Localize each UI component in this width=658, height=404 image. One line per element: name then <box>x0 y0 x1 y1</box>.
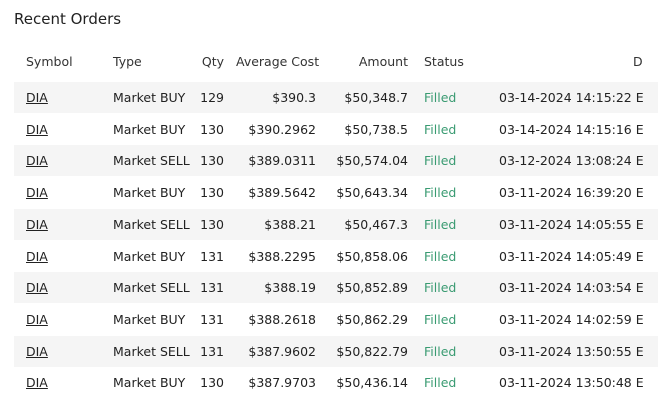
type-cell: Market SELL <box>113 153 190 169</box>
order-row: DIA Market BUY 130 $387.9703 $50,436.14 Fille… <box>14 367 658 398</box>
order-row: DIA Market SELL 130 $388.21 $50,467.3 Filled 0… <box>14 208 658 240</box>
average-cost-cell: $389.5642 <box>248 185 316 201</box>
panel-title: Recent Orders <box>14 10 122 28</box>
average-cost-cell: $390.3 <box>272 90 316 105</box>
symbol-link[interactable]: DIA <box>26 153 48 169</box>
average-cost-cell: $388.2295 <box>248 248 316 264</box>
symbol-link[interactable]: DIA <box>26 90 48 105</box>
date-cell: 03-14-2024 14:15:16 E <box>499 121 644 137</box>
average-cost-cell: $387.9602 <box>248 343 316 359</box>
symbol-link[interactable]: DIA <box>26 121 48 137</box>
column-header: Type <box>113 54 142 69</box>
amount-cell: $50,643.34 <box>336 185 408 201</box>
average-cost-cell: $390.2962 <box>248 121 316 137</box>
table-header: Symbol Type Qty Average Cost Amount Status D <box>14 46 658 77</box>
date-cell: 03-11-2024 14:05:55 E <box>499 216 644 232</box>
qty-cell: 130 <box>200 185 224 201</box>
status-cell: Filled <box>424 216 457 232</box>
average-cost-cell: $388.21 <box>264 216 316 232</box>
order-row: DIA Market BUY 130 $389.5642 $50,643.34 Fille… <box>14 177 658 208</box>
qty-cell: 131 <box>200 248 224 264</box>
amount-cell: $50,467.3 <box>344 216 408 232</box>
amount-cell: $50,852.89 <box>336 280 408 296</box>
order-row: DIA Market SELL 131 $388.19 $50,852.89 Filled… <box>14 272 658 304</box>
status-cell: Filled <box>424 121 457 137</box>
status-cell: Filled <box>424 375 457 391</box>
amount-cell: $50,858.06 <box>336 248 408 264</box>
column-header: Qty <box>201 54 224 69</box>
type-cell: Market SELL <box>113 343 190 359</box>
order-row: DIA Market BUY 129 $390.3 $50,348.7 Filled 03-… <box>14 82 658 113</box>
symbol-link[interactable]: DIA <box>26 280 48 296</box>
type-cell: Market BUY <box>113 248 186 264</box>
amount-cell: $50,822.79 <box>336 343 408 359</box>
amount-cell: $50,574.04 <box>336 153 408 169</box>
amount-cell: $50,738.5 <box>344 121 408 137</box>
status-cell: Filled <box>424 185 457 201</box>
average-cost-cell: $388.2618 <box>248 311 316 327</box>
amount-cell: $50,862.29 <box>336 311 408 327</box>
column-header: Average Cost <box>236 54 320 69</box>
symbol-link[interactable]: DIA <box>26 185 48 201</box>
status-cell: Filled <box>424 280 457 296</box>
date-cell: 03-11-2024 13:50:48 E <box>499 375 644 391</box>
date-cell: 03-11-2024 14:03:54 E <box>499 280 644 296</box>
symbol-link[interactable]: DIA <box>26 216 48 232</box>
qty-cell: 131 <box>200 343 224 359</box>
column-header: D <box>633 54 643 69</box>
order-row: DIA Market SELL 130 $389.0311 $50,574.04 Fill… <box>14 145 658 177</box>
type-cell: Market BUY <box>113 121 186 137</box>
average-cost-cell: $389.0311 <box>248 153 316 169</box>
type-cell: Market SELL <box>113 280 190 296</box>
amount-cell: $50,436.14 <box>336 375 408 391</box>
type-cell: Market BUY <box>113 375 186 391</box>
symbol-link[interactable]: DIA <box>26 311 48 327</box>
average-cost-cell: $387.9703 <box>248 375 316 391</box>
type-cell: Market BUY <box>113 311 186 327</box>
qty-cell: 130 <box>200 375 224 391</box>
type-cell: Market SELL <box>113 216 190 232</box>
date-cell: 03-14-2024 14:15:22 E <box>499 90 644 105</box>
symbol-link[interactable]: DIA <box>26 375 48 391</box>
column-header: Symbol <box>26 54 73 69</box>
status-cell: Filled <box>424 153 457 169</box>
order-row: DIA Market BUY 131 $388.2295 $50,858.06 Fille… <box>14 241 658 272</box>
qty-cell: 131 <box>200 280 224 296</box>
date-cell: 03-11-2024 14:05:49 E <box>499 248 644 264</box>
symbol-link[interactable]: DIA <box>26 343 48 359</box>
qty-cell: 130 <box>200 153 224 169</box>
status-cell: Filled <box>424 311 457 327</box>
type-cell: Market BUY <box>113 90 186 105</box>
column-header: Amount <box>358 54 408 69</box>
order-row: DIA Market BUY 130 $390.2962 $50,738.5 Filled… <box>14 114 658 145</box>
qty-cell: 131 <box>200 311 224 327</box>
column-header: Status <box>424 54 464 69</box>
date-cell: 03-12-2024 13:08:24 E <box>499 153 644 169</box>
qty-cell: 130 <box>200 216 224 232</box>
status-cell: Filled <box>424 248 457 264</box>
status-cell: Filled <box>424 90 457 105</box>
date-cell: 03-11-2024 13:50:55 E <box>499 343 644 359</box>
status-cell: Filled <box>424 343 457 359</box>
qty-cell: 129 <box>200 90 224 105</box>
qty-cell: 130 <box>200 121 224 137</box>
average-cost-cell: $388.19 <box>264 280 316 296</box>
amount-cell: $50,348.7 <box>344 90 408 105</box>
date-cell: 03-11-2024 14:02:59 E <box>499 311 644 327</box>
order-row: DIA Market SELL 131 $387.9602 $50,822.79 Fill… <box>14 335 658 367</box>
order-row: DIA Market BUY 131 $388.2618 $50,862.29 Fille… <box>14 304 658 335</box>
symbol-link[interactable]: DIA <box>26 248 48 264</box>
type-cell: Market BUY <box>113 185 186 201</box>
date-cell: 03-11-2024 16:39:20 E <box>499 185 644 201</box>
